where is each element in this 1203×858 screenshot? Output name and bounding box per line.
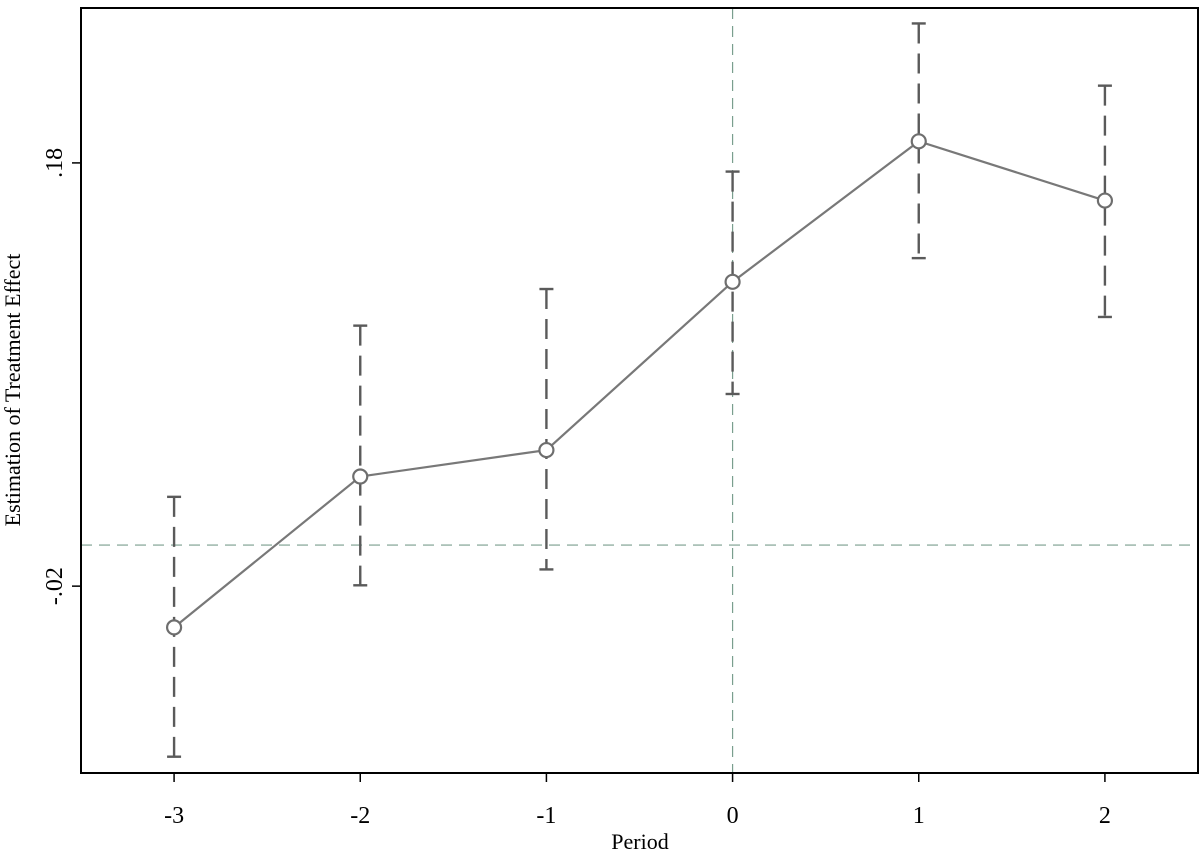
ci-bar (353, 324, 368, 587)
estimate-line (173, 140, 1106, 629)
plot-frame (80, 7, 1199, 774)
x-tick-label: -1 (536, 803, 556, 829)
x-axis-title: Period (611, 829, 668, 853)
y-tick-label: .18 (42, 148, 68, 178)
ci-bar (1097, 84, 1112, 319)
confidence-intervals (167, 22, 1112, 758)
estimate-point (538, 441, 555, 459)
x-tick-label: 0 (727, 803, 739, 829)
estimate-markers (165, 133, 1114, 636)
reference-lines (81, 8, 1198, 773)
estimate-point (165, 619, 183, 636)
estimate-point (1096, 192, 1114, 209)
estimate-series-line (173, 140, 1106, 629)
y-axis-title: Estimation of Treatment Effect (0, 254, 25, 527)
x-axis-ticks: -3 -2 -1 0 1 2 (164, 773, 1111, 829)
estimate-point (910, 133, 927, 150)
estimate-point (724, 273, 741, 290)
x-tick-label: -3 (164, 803, 184, 829)
x-tick-label: 2 (1099, 803, 1111, 829)
y-tick-label: -.02 (42, 567, 68, 605)
estimate-point (352, 468, 369, 485)
ci-bar (539, 287, 554, 571)
y-axis-ticks: -.02 .18 (42, 148, 81, 605)
x-tick-label: 1 (913, 803, 925, 829)
ci-bar (911, 22, 926, 260)
x-tick-label: -2 (350, 803, 370, 829)
ci-bar (725, 170, 740, 396)
